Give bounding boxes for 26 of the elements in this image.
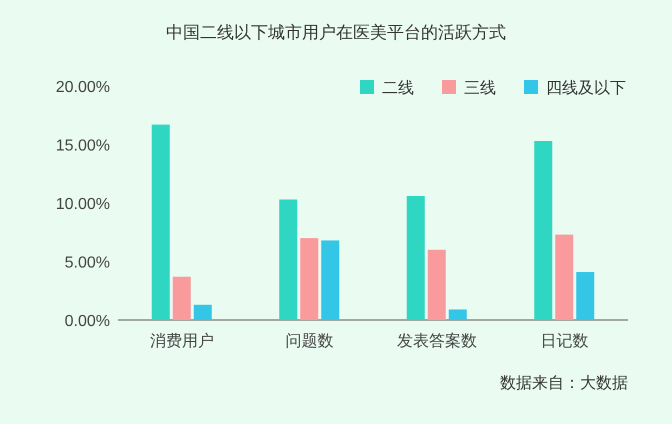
chart-title: 中国二线以下城市用户在医美平台的活跃方式 [166,23,506,42]
x-tick-label: 消费用户 [150,332,214,350]
y-tick-label: 5.00% [64,254,110,272]
legend-label: 三线 [464,79,496,97]
x-tick-label: 问题数 [285,332,334,350]
y-tick-label: 10.00% [56,196,110,213]
y-tick-label: 0.00% [64,313,110,330]
legend-label: 二线 [382,79,414,97]
y-tick-label: 20.00% [56,79,110,96]
x-tick-label: 日记数 [540,332,588,350]
y-tick-label: 15.00% [56,138,110,154]
bar [194,304,212,320]
x-tick-label: 发表答案数 [396,332,477,350]
bar [428,250,446,320]
legend-label: 四线及以下 [546,79,626,97]
bar [448,309,467,320]
bar [576,272,594,320]
bar [300,238,318,320]
bar [172,276,191,320]
bar [406,196,425,320]
bar [152,124,170,320]
text: 数据来自：大数据 [500,374,628,392]
bar [534,140,552,320]
bar [321,240,340,320]
bar [555,234,574,320]
bar [279,199,298,320]
